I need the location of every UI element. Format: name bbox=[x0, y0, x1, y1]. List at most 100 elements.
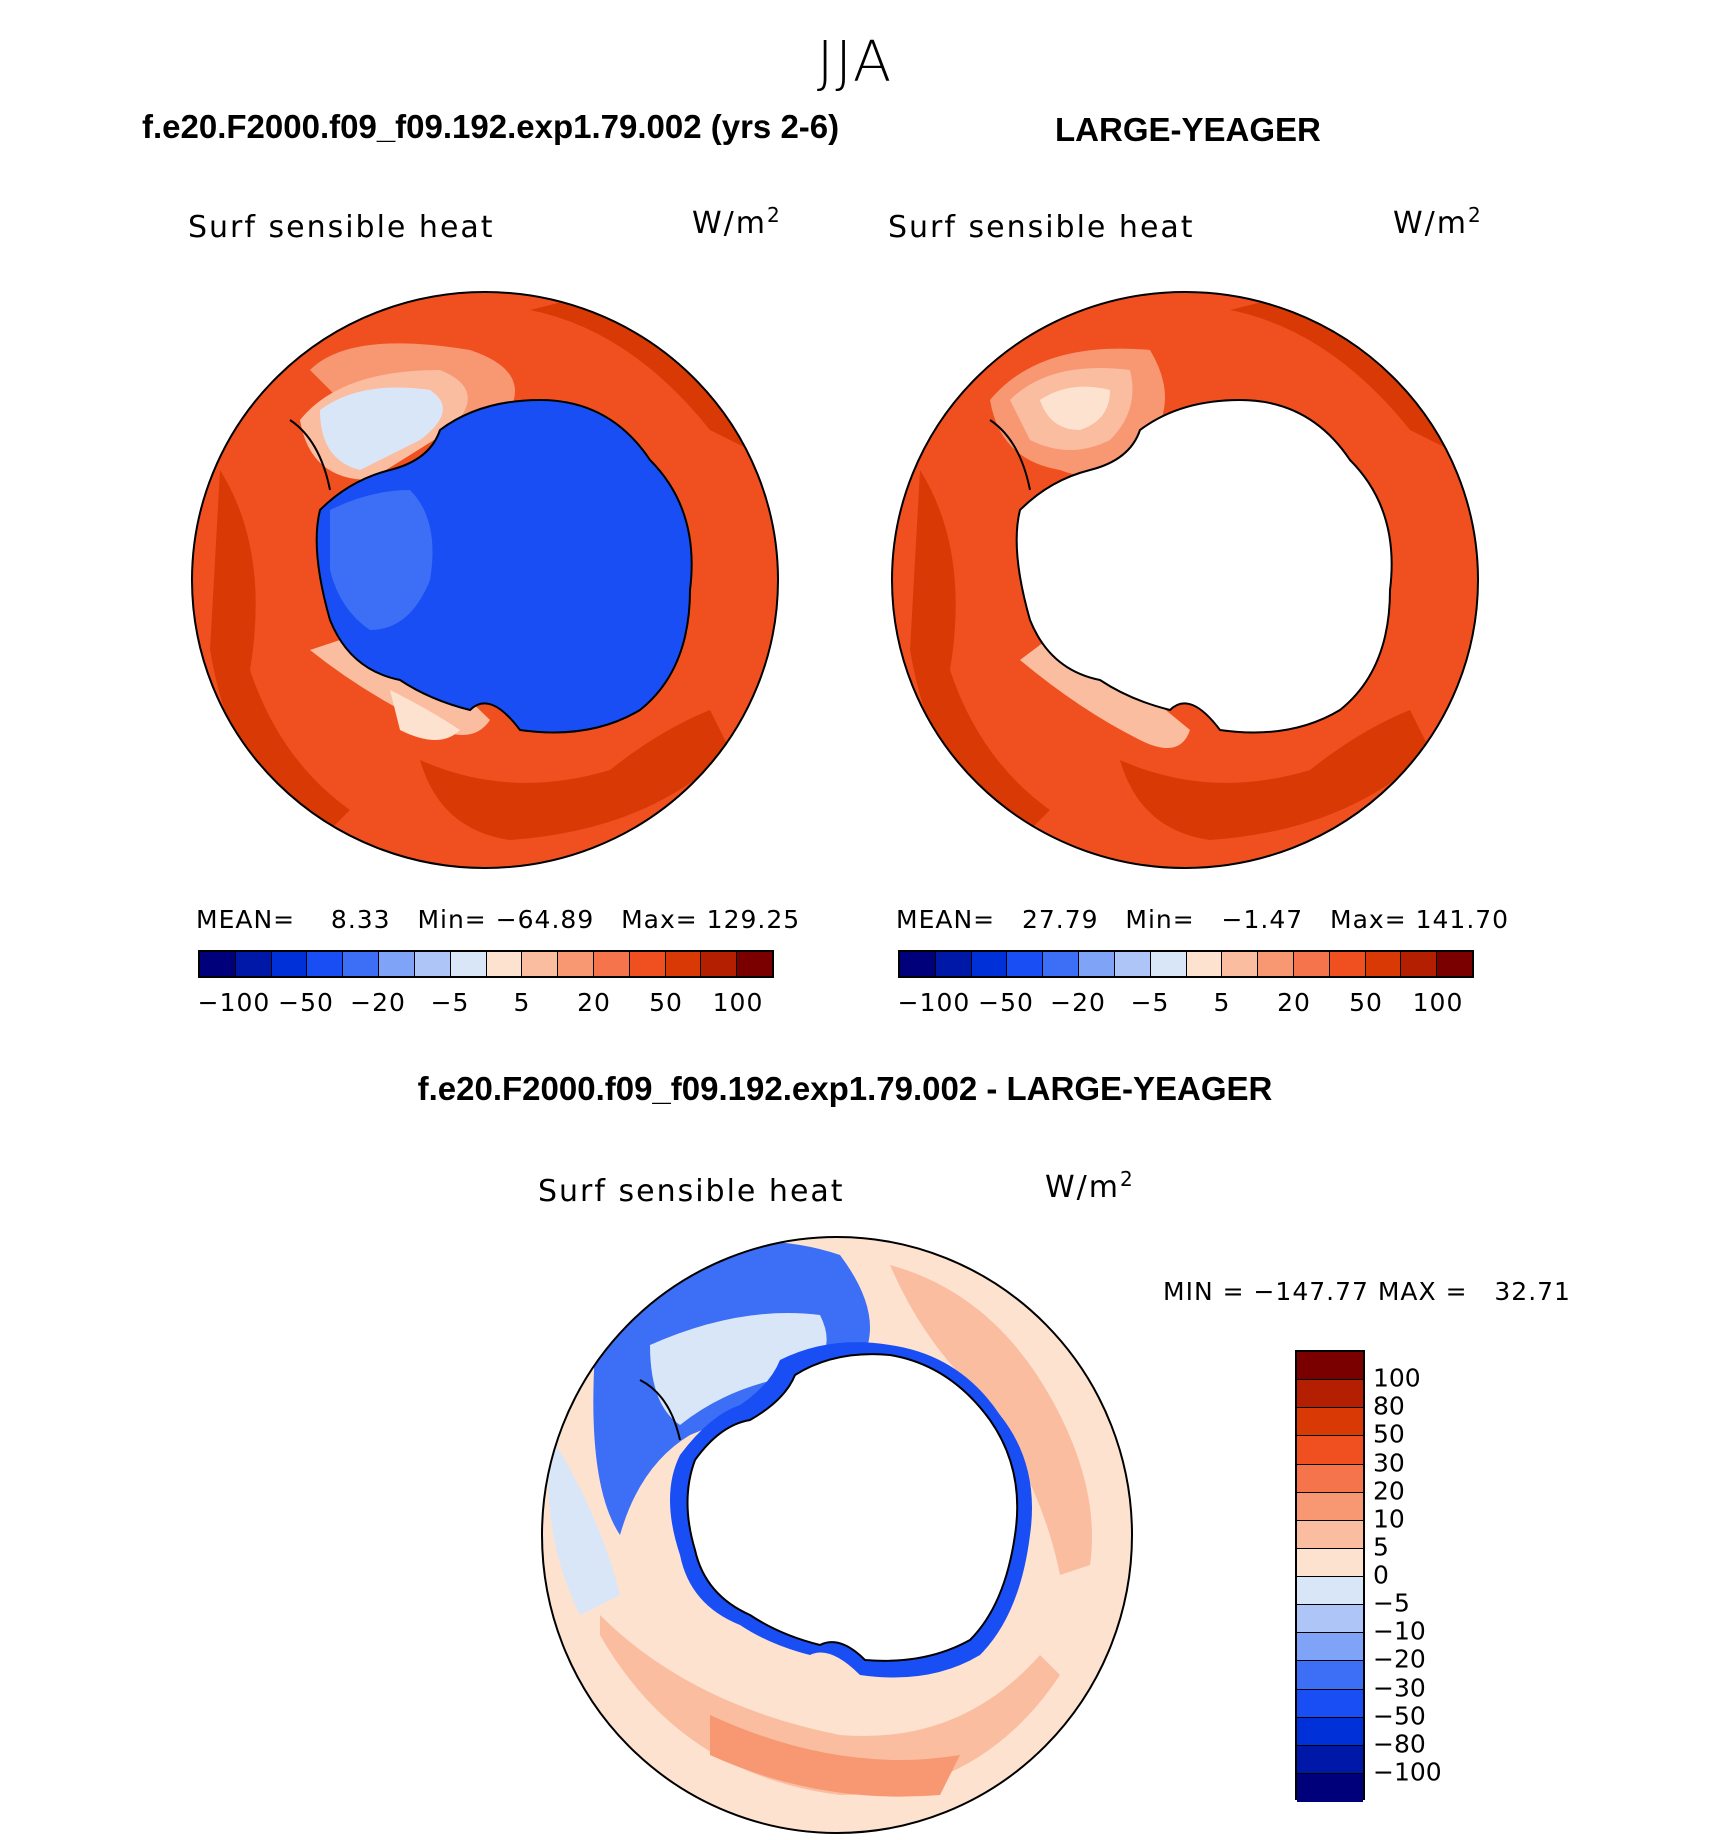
colorbar-swatch bbox=[379, 952, 415, 976]
colorbar-tick-label: 20 bbox=[1277, 988, 1311, 1017]
panel-a-warm-band-south bbox=[420, 710, 730, 840]
colorbar-tick-label: 20 bbox=[1373, 1476, 1405, 1506]
colorbar-tick-label: 50 bbox=[1373, 1419, 1405, 1449]
colorbar-swatch bbox=[486, 952, 523, 976]
colorbar-swatch bbox=[900, 952, 936, 976]
colorbar-swatch bbox=[1297, 1408, 1363, 1437]
colorbar-tick-label: −10 bbox=[1373, 1616, 1426, 1646]
colorbar-swatch bbox=[271, 952, 308, 976]
colorbar-swatch bbox=[1297, 1352, 1363, 1381]
colorbar-swatch bbox=[665, 952, 702, 976]
panel-b-units: W/m2 bbox=[1393, 203, 1483, 241]
colorbar-swatch bbox=[1297, 1464, 1363, 1493]
colorbar-swatch bbox=[971, 952, 1008, 976]
colorbar-swatch bbox=[522, 952, 559, 976]
panel-b-warm-band-northeast bbox=[1230, 300, 1450, 450]
colorbar-swatch bbox=[1297, 1689, 1363, 1718]
panel-b-warm-band-south bbox=[1120, 710, 1430, 840]
colorbar-swatch bbox=[235, 952, 272, 976]
colorbar-swatch bbox=[629, 952, 666, 976]
panel-c-variable-label: Surf sensible heat bbox=[538, 1174, 845, 1209]
panel-c-orange-south-dark bbox=[710, 1715, 960, 1797]
colorbar-tick-label: −5 bbox=[1373, 1588, 1410, 1618]
panel-b-colorbar-ticks: −100 −50 −20 −5 5 20 50 100 bbox=[898, 988, 1474, 1018]
colorbar-tick-label: −20 bbox=[1373, 1644, 1426, 1674]
colorbar-tick-label: 100 bbox=[1412, 988, 1464, 1017]
panel-c-pale-blue-north bbox=[650, 1313, 827, 1425]
colorbar-tick-label: 5 bbox=[513, 988, 531, 1017]
panel-a-antarctica bbox=[315, 398, 693, 734]
colorbar-tick-label: 20 bbox=[577, 988, 611, 1017]
colorbar-swatch bbox=[1114, 952, 1151, 976]
colorbar-swatch bbox=[1293, 952, 1330, 976]
colorbar-tick-label: 5 bbox=[1213, 988, 1231, 1017]
colorbar-tick-label: 100 bbox=[712, 988, 764, 1017]
colorbar-swatch bbox=[1365, 952, 1402, 976]
colorbar-tick-label: 50 bbox=[1349, 988, 1383, 1017]
colorbar-swatch bbox=[935, 952, 972, 976]
colorbar-swatch bbox=[737, 952, 772, 976]
colorbar-tick-label: −50 bbox=[1373, 1701, 1426, 1731]
colorbar-swatch bbox=[1297, 1717, 1363, 1746]
colorbar-tick-label: −5 bbox=[1130, 988, 1170, 1017]
panel-a-colorbar bbox=[198, 950, 774, 978]
colorbar-swatch bbox=[1297, 1436, 1363, 1465]
colorbar-tick-label: −80 bbox=[1373, 1729, 1426, 1759]
panel-a-map bbox=[191, 291, 779, 869]
panel-a-variable-label: Surf sensible heat bbox=[188, 210, 495, 245]
colorbar-tick-label: −20 bbox=[1050, 988, 1106, 1017]
colorbar-tick-label: −100 bbox=[1373, 1757, 1442, 1787]
panel-a-stats: MEAN= 8.33 Min= −64.89 Max= 129.25 bbox=[196, 905, 801, 934]
colorbar-swatch bbox=[701, 952, 738, 976]
colorbar-swatch bbox=[1297, 1745, 1363, 1774]
colorbar-swatch bbox=[1297, 1520, 1363, 1549]
panel-c-colorbar bbox=[1295, 1350, 1365, 1802]
colorbar-swatch bbox=[1297, 1605, 1363, 1634]
panel-b-antarctica bbox=[1015, 398, 1393, 734]
panel-c-peninsula-coast bbox=[639, 1379, 681, 1441]
colorbar-swatch bbox=[307, 952, 344, 976]
panel-c-minmax: MIN = −147.77 MAX = 32.71 bbox=[1163, 1277, 1571, 1306]
colorbar-swatch bbox=[343, 952, 380, 976]
panel-a-ice-north bbox=[320, 387, 443, 470]
colorbar-tick-label: 50 bbox=[649, 988, 683, 1017]
colorbar-swatch bbox=[1297, 1577, 1363, 1606]
colorbar-swatch bbox=[1258, 952, 1294, 976]
colorbar-swatch bbox=[1297, 1633, 1363, 1662]
colorbar-tick-label: −5 bbox=[430, 988, 470, 1017]
panel-a-title: f.e20.F2000.f09_f09.192.exp1.79.002 (yrs… bbox=[142, 108, 840, 145]
panel-c-units: W/m2 bbox=[1045, 1167, 1135, 1205]
colorbar-tick-label: −100 bbox=[897, 988, 971, 1017]
panel-a-peninsula-coast bbox=[289, 419, 331, 491]
colorbar-swatch bbox=[1297, 1661, 1363, 1690]
panel-c-title: f.e20.F2000.f09_f09.192.exp1.79.002 - LA… bbox=[417, 1070, 1273, 1107]
colorbar-swatch bbox=[1437, 952, 1472, 976]
colorbar-tick-label: 80 bbox=[1373, 1391, 1405, 1421]
panel-c-colorbar-ticks: 100 80 50 30 20 10 5 0 −5 −10 −20 −30 −50 −80 −100 bbox=[1373, 1350, 1453, 1800]
panel-c-map bbox=[541, 1236, 1133, 1834]
colorbar-swatch bbox=[200, 952, 236, 976]
colorbar-tick-label: −30 bbox=[1373, 1673, 1426, 1702]
colorbar-tick-label: 0 bbox=[1373, 1560, 1389, 1590]
colorbar-swatch bbox=[1079, 952, 1115, 976]
panel-a-colorbar-ticks: −100 −50 −20 −5 5 20 50 100 bbox=[198, 988, 774, 1018]
colorbar-tick-label: 5 bbox=[1373, 1532, 1389, 1562]
colorbar-swatch bbox=[1222, 952, 1259, 976]
panel-b-map bbox=[891, 291, 1479, 869]
panel-b-stats: MEAN= 27.79 Min= −1.47 Max= 141.70 bbox=[896, 905, 1510, 934]
panel-b-colorbar bbox=[898, 950, 1474, 978]
colorbar-swatch bbox=[1186, 952, 1223, 976]
panel-a-warm-band-northeast bbox=[530, 300, 750, 450]
panel-a-west-antarctica bbox=[330, 490, 433, 630]
panel-b-title: LARGE-YEAGER bbox=[1055, 111, 1321, 148]
colorbar-swatch bbox=[1297, 1773, 1363, 1802]
panel-a-verypale-south bbox=[390, 690, 460, 740]
panel-b-map-border bbox=[891, 291, 1479, 869]
panel-a-units: W/m2 bbox=[692, 203, 782, 241]
colorbar-tick-label: −50 bbox=[978, 988, 1034, 1017]
season-title: JJA bbox=[816, 30, 894, 95]
colorbar-tick-label: 30 bbox=[1373, 1448, 1405, 1477]
colorbar-tick-label: 100 bbox=[1373, 1363, 1421, 1393]
colorbar-tick-label: −20 bbox=[350, 988, 406, 1017]
colorbar-swatch bbox=[593, 952, 630, 976]
